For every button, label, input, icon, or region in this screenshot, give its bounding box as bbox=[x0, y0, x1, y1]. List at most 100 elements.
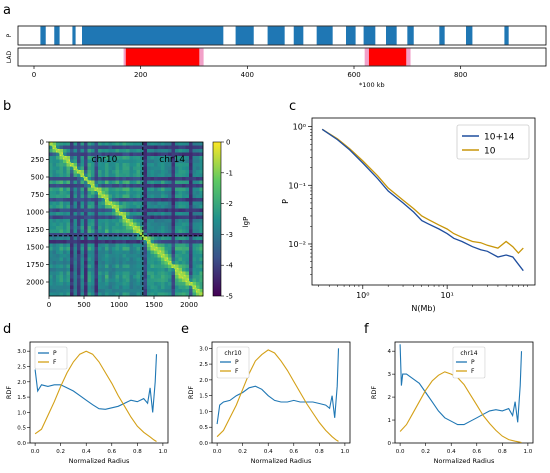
heatmap-cell bbox=[171, 226, 176, 230]
heatmap-cell bbox=[168, 194, 172, 199]
heatmap-cell bbox=[178, 282, 183, 286]
heatmap-cell bbox=[115, 243, 120, 248]
heatmap-cell bbox=[150, 233, 155, 237]
heatmap-cell bbox=[101, 247, 106, 251]
heatmap-cell bbox=[182, 191, 186, 195]
heatmap-cell bbox=[147, 208, 151, 213]
heatmap-cell bbox=[168, 173, 172, 178]
heatmap-cell bbox=[199, 208, 204, 213]
heatmap-cell bbox=[157, 194, 162, 199]
heatmap-cell bbox=[119, 184, 123, 188]
heatmap-cell bbox=[63, 289, 67, 293]
heatmap-cell bbox=[189, 229, 193, 234]
heatmap-cell bbox=[94, 257, 99, 262]
heatmap-cell bbox=[91, 292, 95, 297]
heatmap-cell bbox=[122, 243, 127, 248]
heatmap-cell bbox=[133, 198, 137, 202]
heatmap-cell bbox=[161, 240, 165, 244]
heatmap-cell bbox=[185, 292, 190, 297]
heatmap-cell bbox=[101, 215, 106, 220]
heatmap-cell bbox=[168, 268, 172, 272]
heatmap-cell bbox=[185, 208, 190, 213]
heatmap-cell bbox=[52, 292, 57, 297]
heatmap-cell bbox=[175, 180, 179, 185]
heatmap-cell bbox=[52, 219, 57, 223]
heatmap-cell bbox=[154, 268, 158, 272]
heatmap-cell bbox=[192, 275, 197, 279]
heatmap-cell bbox=[192, 187, 197, 192]
heatmap-cell bbox=[129, 264, 134, 269]
heatmap-cell bbox=[175, 264, 179, 269]
heatmap-cell bbox=[143, 275, 148, 279]
heatmap-cell bbox=[77, 250, 81, 255]
heatmap-cell bbox=[101, 180, 106, 185]
heatmap-cell bbox=[154, 212, 158, 216]
heatmap-cell bbox=[80, 222, 85, 227]
heatmap-cell bbox=[66, 233, 71, 237]
heatmap-cell bbox=[154, 173, 158, 178]
y-axis-label: RDF bbox=[187, 386, 195, 400]
heatmap-cell bbox=[157, 180, 162, 185]
heatmap-cell bbox=[98, 201, 102, 206]
heatmap-cell bbox=[119, 243, 123, 248]
heatmap-cell bbox=[94, 166, 99, 171]
heatmap-cell bbox=[147, 257, 151, 262]
heatmap-cell bbox=[157, 292, 162, 297]
heatmap-cell bbox=[164, 163, 169, 167]
heatmap-cell bbox=[157, 240, 162, 244]
heatmap-cell bbox=[80, 201, 85, 206]
heatmap-cell bbox=[122, 187, 127, 192]
heatmap-cell bbox=[178, 170, 183, 174]
heatmap-cell bbox=[171, 215, 176, 220]
heatmap-cell bbox=[87, 257, 92, 262]
heatmap-cell bbox=[66, 282, 71, 286]
heatmap-cell bbox=[196, 236, 200, 241]
heatmap-cell bbox=[182, 243, 186, 248]
heatmap-cell bbox=[133, 271, 137, 276]
heatmap-cell bbox=[129, 292, 134, 297]
x-tick-label: 1.0 bbox=[524, 449, 533, 455]
heatmap-cell bbox=[66, 145, 71, 150]
heatmap-cell bbox=[119, 156, 123, 160]
heatmap-cell bbox=[80, 278, 85, 283]
heatmap-cell bbox=[52, 271, 57, 276]
heatmap-cell bbox=[168, 236, 172, 241]
heatmap-cell bbox=[182, 268, 186, 272]
heatmap-cell bbox=[189, 187, 193, 192]
heatmap-cell bbox=[112, 198, 116, 202]
heatmap-cell bbox=[73, 250, 78, 255]
heatmap-cell bbox=[119, 145, 123, 150]
heatmap-cell bbox=[196, 173, 200, 178]
heatmap-cell bbox=[52, 215, 57, 220]
heatmap-cell bbox=[161, 201, 165, 206]
heatmap-cell bbox=[108, 268, 113, 272]
heatmap-cell bbox=[199, 180, 204, 185]
heatmap-cell bbox=[80, 268, 85, 272]
heatmap-cell bbox=[161, 205, 165, 209]
heatmap-cell bbox=[136, 254, 141, 258]
heatmap-cell bbox=[129, 254, 134, 258]
heatmap-cell bbox=[84, 212, 88, 216]
heatmap-cell bbox=[59, 254, 64, 258]
heatmap-cell bbox=[129, 205, 134, 209]
heatmap-cell bbox=[115, 271, 120, 276]
heatmap-cell bbox=[115, 275, 120, 279]
heatmap-cell bbox=[94, 145, 99, 150]
heatmap-cell bbox=[196, 187, 200, 192]
heatmap-cell bbox=[84, 191, 88, 195]
heatmap-cell bbox=[49, 282, 53, 286]
heatmap-cell bbox=[119, 247, 123, 251]
track-segment bbox=[386, 26, 397, 45]
heatmap-cell bbox=[119, 219, 123, 223]
heatmap-cell bbox=[143, 145, 148, 150]
heatmap-cell bbox=[196, 243, 200, 248]
x-tick-label: 0.8 bbox=[315, 449, 324, 455]
heatmap-cell bbox=[91, 142, 95, 146]
heatmap-cell bbox=[91, 226, 95, 230]
y-tick-label: 2.5 bbox=[17, 364, 26, 370]
heatmap-cell bbox=[115, 163, 120, 167]
heatmap-cell bbox=[105, 163, 109, 167]
heatmap-cell bbox=[73, 236, 78, 241]
heatmap-cell bbox=[115, 257, 120, 262]
heatmap-cell bbox=[147, 187, 151, 192]
